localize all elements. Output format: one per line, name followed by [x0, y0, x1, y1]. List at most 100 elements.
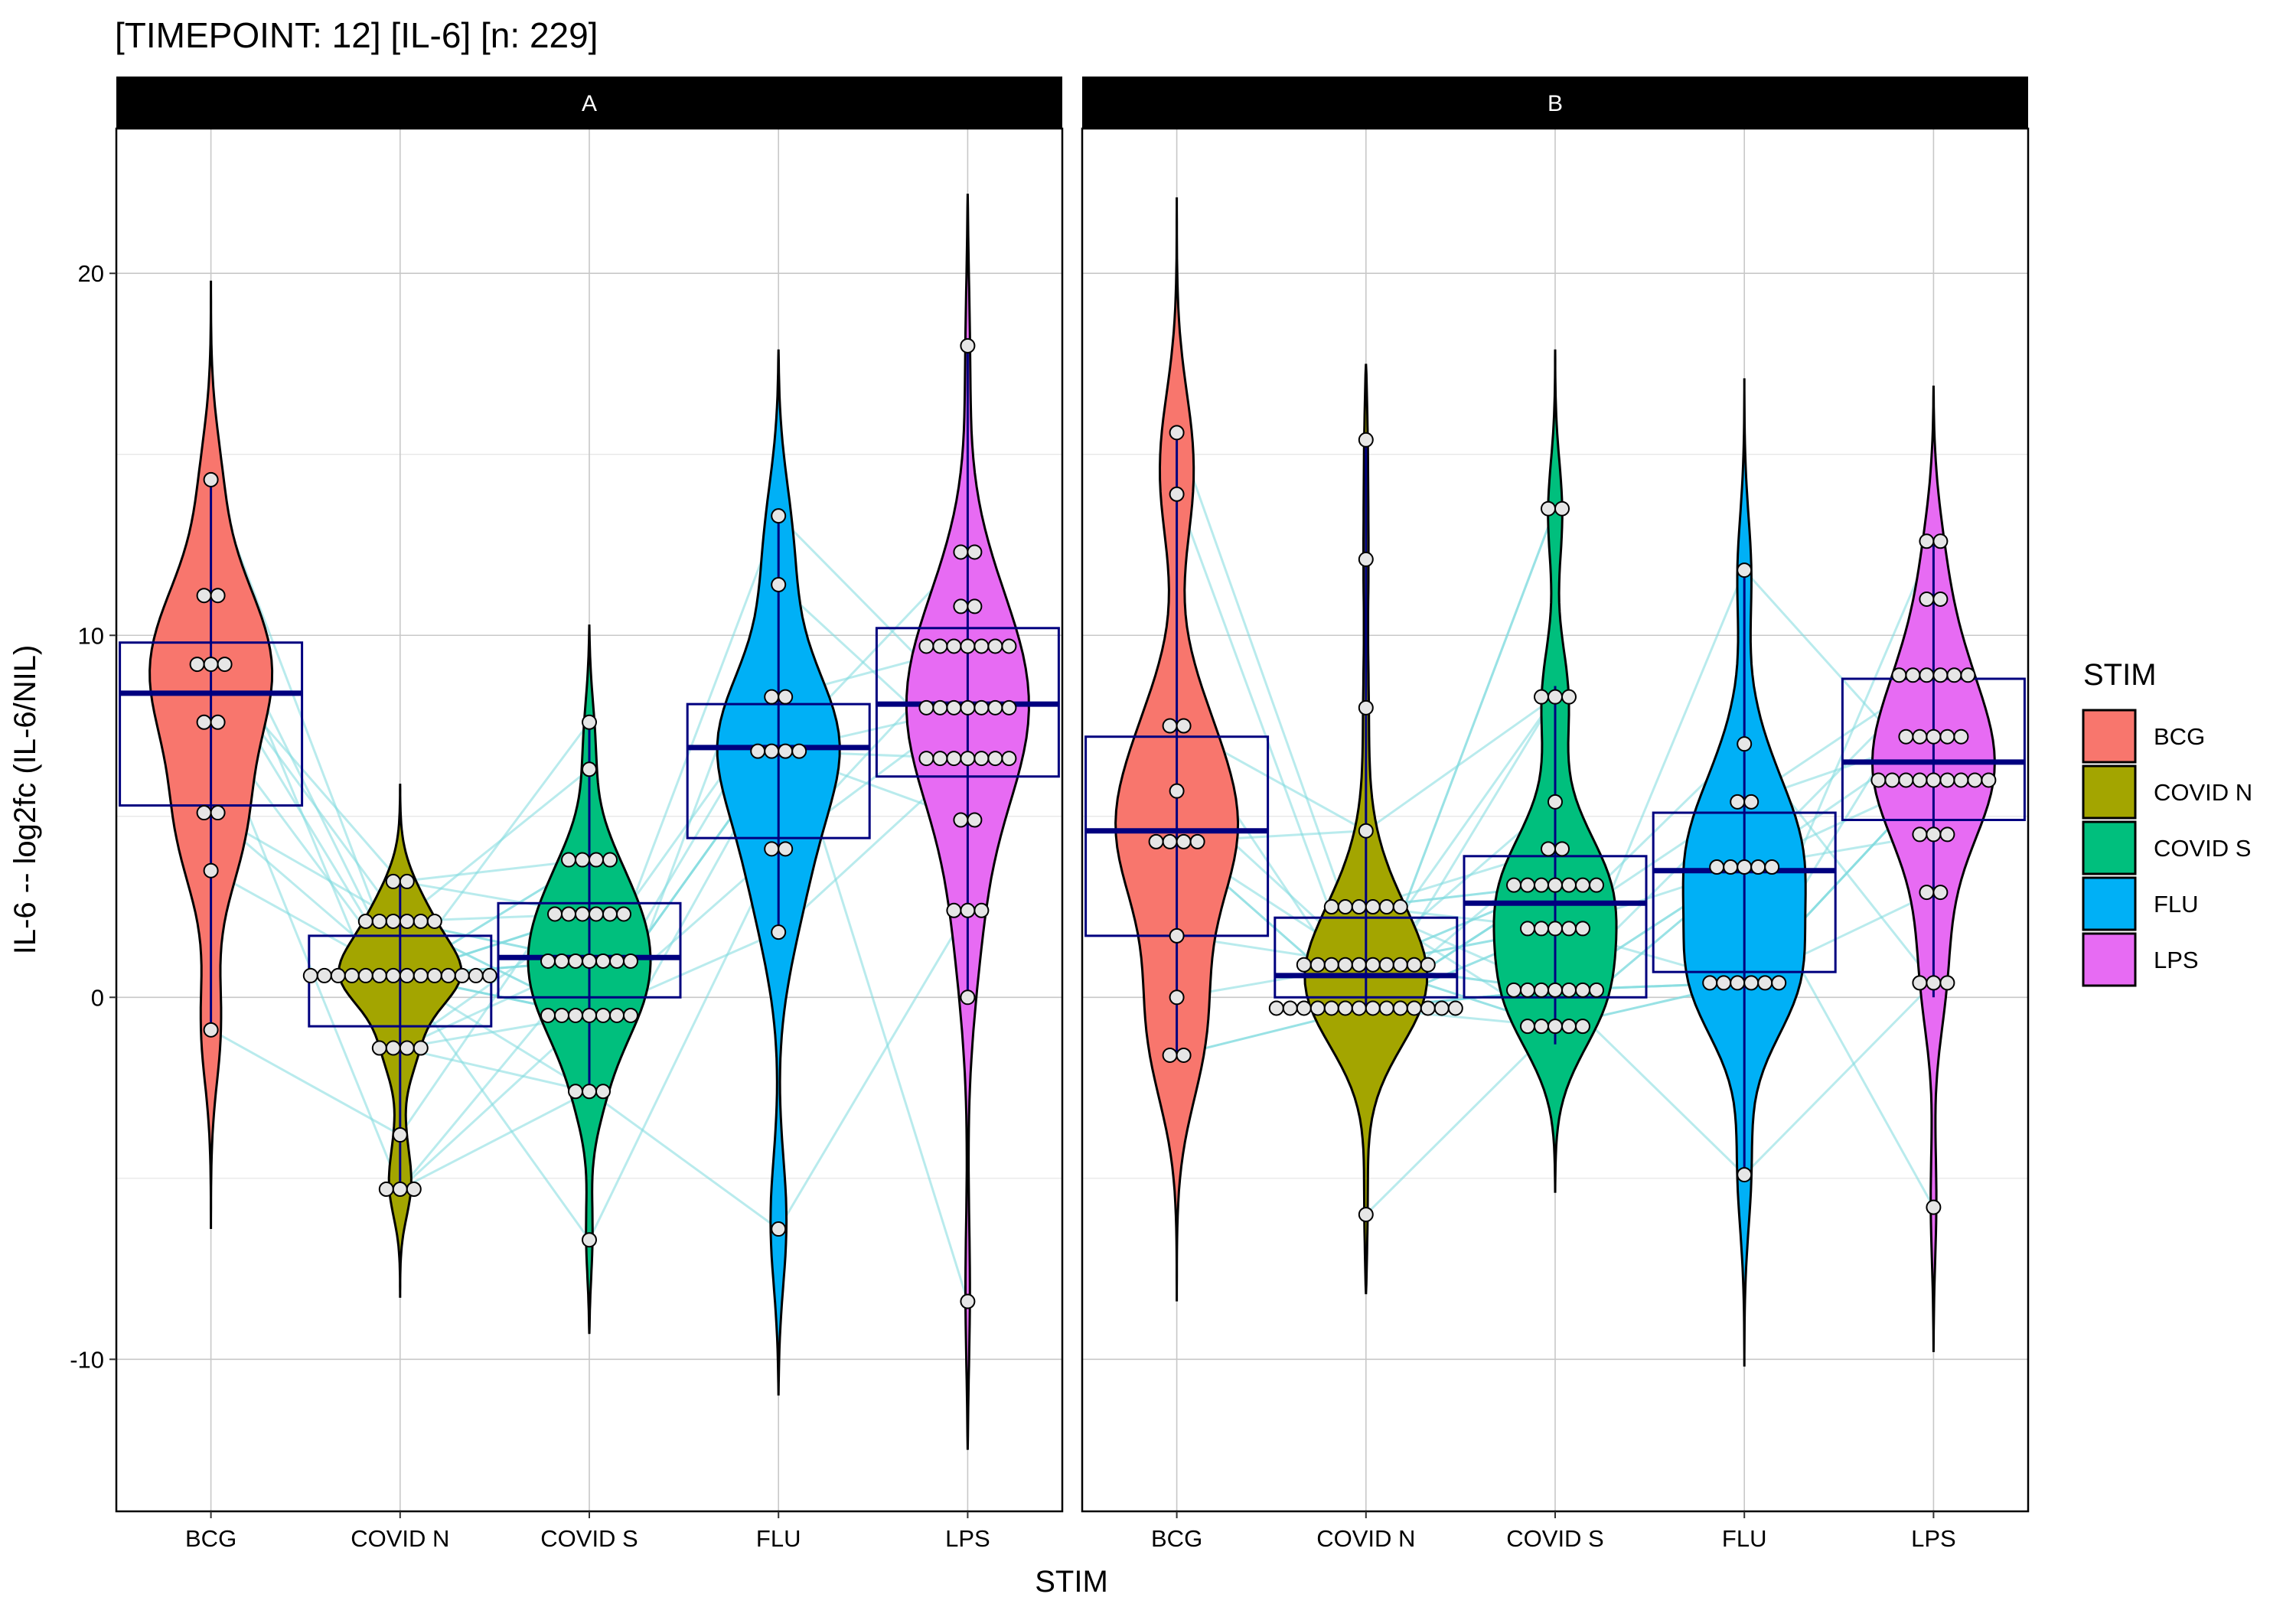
- data-point: [1737, 859, 1753, 875]
- data-point: [778, 743, 794, 759]
- x-tick-label: COVID S: [540, 1525, 638, 1552]
- data-point: [399, 967, 415, 983]
- data-point: [203, 862, 219, 878]
- legend-label: BCG: [2154, 723, 2205, 750]
- data-point: [1169, 927, 1185, 944]
- data-point: [302, 967, 318, 983]
- data-point: [1520, 1019, 1535, 1035]
- legend-key: [2082, 764, 2137, 820]
- data-point: [196, 805, 212, 821]
- data-point: [1575, 921, 1590, 937]
- data-point: [764, 689, 780, 705]
- data-point: [1001, 699, 1017, 715]
- data-point: [1176, 718, 1192, 734]
- data-point: [1912, 729, 1928, 745]
- data-point: [974, 902, 990, 918]
- y-tick-label: -10: [70, 1346, 104, 1373]
- data-point: [547, 906, 563, 922]
- paired-line: [399, 768, 590, 923]
- data-point: [1392, 1000, 1408, 1016]
- data-point: [967, 598, 983, 614]
- data-point: [1148, 833, 1164, 849]
- data-point: [967, 544, 983, 560]
- data-point: [764, 743, 780, 759]
- data-point: [1750, 859, 1766, 875]
- data-point: [1365, 1000, 1381, 1016]
- data-point: [771, 924, 787, 940]
- data-point: [1919, 667, 1935, 683]
- data-point: [1337, 1000, 1353, 1016]
- data-point: [203, 1022, 219, 1038]
- data-point: [589, 852, 604, 868]
- data-point: [413, 967, 429, 983]
- data-point: [1548, 1019, 1563, 1035]
- data-point: [554, 1007, 569, 1023]
- paired-line: [1365, 696, 1556, 832]
- data-point: [623, 953, 638, 969]
- data-point: [1162, 1047, 1178, 1063]
- data-point: [1960, 667, 1976, 683]
- data-point: [1548, 982, 1563, 998]
- data-point: [1358, 551, 1374, 567]
- data-point: [1520, 982, 1535, 998]
- data-point: [1447, 1000, 1463, 1016]
- data-point: [1919, 591, 1935, 607]
- data-point: [1575, 1019, 1590, 1035]
- legend-label: COVID N: [2154, 779, 2252, 806]
- data-point: [974, 751, 990, 767]
- data-point: [1358, 823, 1374, 839]
- data-point: [1358, 432, 1374, 448]
- data-point: [960, 337, 976, 354]
- data-point: [960, 638, 976, 654]
- data-point: [1981, 772, 1997, 788]
- group-a-bcg: [119, 280, 304, 1229]
- data-point: [1176, 833, 1192, 849]
- data-point: [1296, 1000, 1312, 1016]
- data-point: [1946, 667, 1962, 683]
- data-point: [1392, 957, 1408, 973]
- data-point: [1764, 859, 1780, 875]
- data-point: [1730, 975, 1746, 991]
- data-point: [771, 1221, 787, 1237]
- data-point: [1561, 921, 1577, 937]
- data-point: [1520, 877, 1535, 893]
- data-point: [575, 852, 590, 868]
- data-point: [1926, 1199, 1942, 1215]
- data-point: [371, 967, 387, 983]
- data-point: [385, 873, 401, 889]
- data-point: [357, 967, 373, 983]
- data-point: [1268, 1000, 1284, 1016]
- data-point: [1891, 667, 1907, 683]
- data-point: [568, 953, 583, 969]
- group-b-covid-n: [1268, 363, 1463, 1295]
- data-point: [750, 743, 766, 759]
- data-point: [196, 714, 212, 730]
- data-point: [1351, 957, 1367, 973]
- data-point: [413, 913, 429, 929]
- data-point: [203, 471, 219, 487]
- data-point: [1169, 783, 1185, 799]
- data-point: [1169, 425, 1185, 441]
- data-point: [595, 1007, 611, 1023]
- data-point: [1337, 899, 1353, 915]
- data-point: [1730, 794, 1746, 810]
- data-point: [1716, 975, 1732, 991]
- data-point: [1967, 772, 1983, 788]
- data-point: [609, 953, 625, 969]
- group-b-bcg: [1084, 197, 1270, 1302]
- data-point: [602, 906, 618, 922]
- data-point: [1926, 729, 1942, 745]
- data-point: [1548, 877, 1563, 893]
- data-point: [1912, 772, 1928, 788]
- data-point: [330, 967, 346, 983]
- data-point: [946, 751, 962, 767]
- data-point: [1548, 794, 1563, 810]
- data-point: [1932, 885, 1949, 901]
- data-point: [987, 751, 1003, 767]
- panels-layer: A BCG COVID N COVID S FLU LPS -10 0 10 20 B BCG COVI…: [70, 77, 2030, 1552]
- data-point: [1548, 921, 1563, 937]
- data-point: [987, 638, 1003, 654]
- data-point: [540, 1007, 556, 1023]
- data-point: [561, 906, 576, 922]
- data-point: [1912, 975, 1928, 991]
